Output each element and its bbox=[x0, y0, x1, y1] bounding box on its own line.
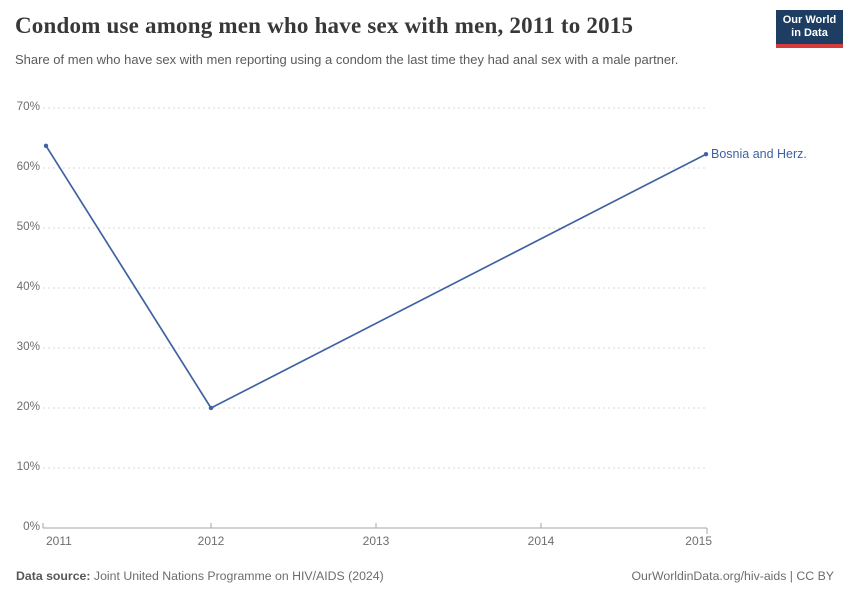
owid-logo-line2: in Data bbox=[791, 27, 828, 39]
data-source-label: Data source: bbox=[16, 569, 91, 583]
owid-logo-line1: Our World bbox=[782, 14, 837, 26]
chart-title: Condom use among men who have sex with m… bbox=[15, 13, 634, 38]
series-line bbox=[45, 144, 707, 409]
owid-logo: Our World in Data bbox=[776, 10, 843, 48]
data-point bbox=[43, 143, 49, 148]
series-entity-label[interactable]: Bosnia and Herz. bbox=[711, 147, 807, 161]
chart-subtitle: Share of men who have sex with men repor… bbox=[15, 52, 679, 67]
owid-logo-accent-bar bbox=[776, 44, 843, 48]
chart-footer: Data source: Joint United Nations Progra… bbox=[16, 569, 834, 583]
data-point bbox=[703, 152, 709, 157]
data-point bbox=[208, 405, 214, 411]
license-link[interactable]: OurWorldinData.org/hiv-aids | CC BY bbox=[631, 569, 834, 583]
data-source-note: Data source: Joint United Nations Progra… bbox=[16, 569, 384, 583]
data-source-value: Joint United Nations Programme on HIV/AI… bbox=[93, 569, 384, 583]
